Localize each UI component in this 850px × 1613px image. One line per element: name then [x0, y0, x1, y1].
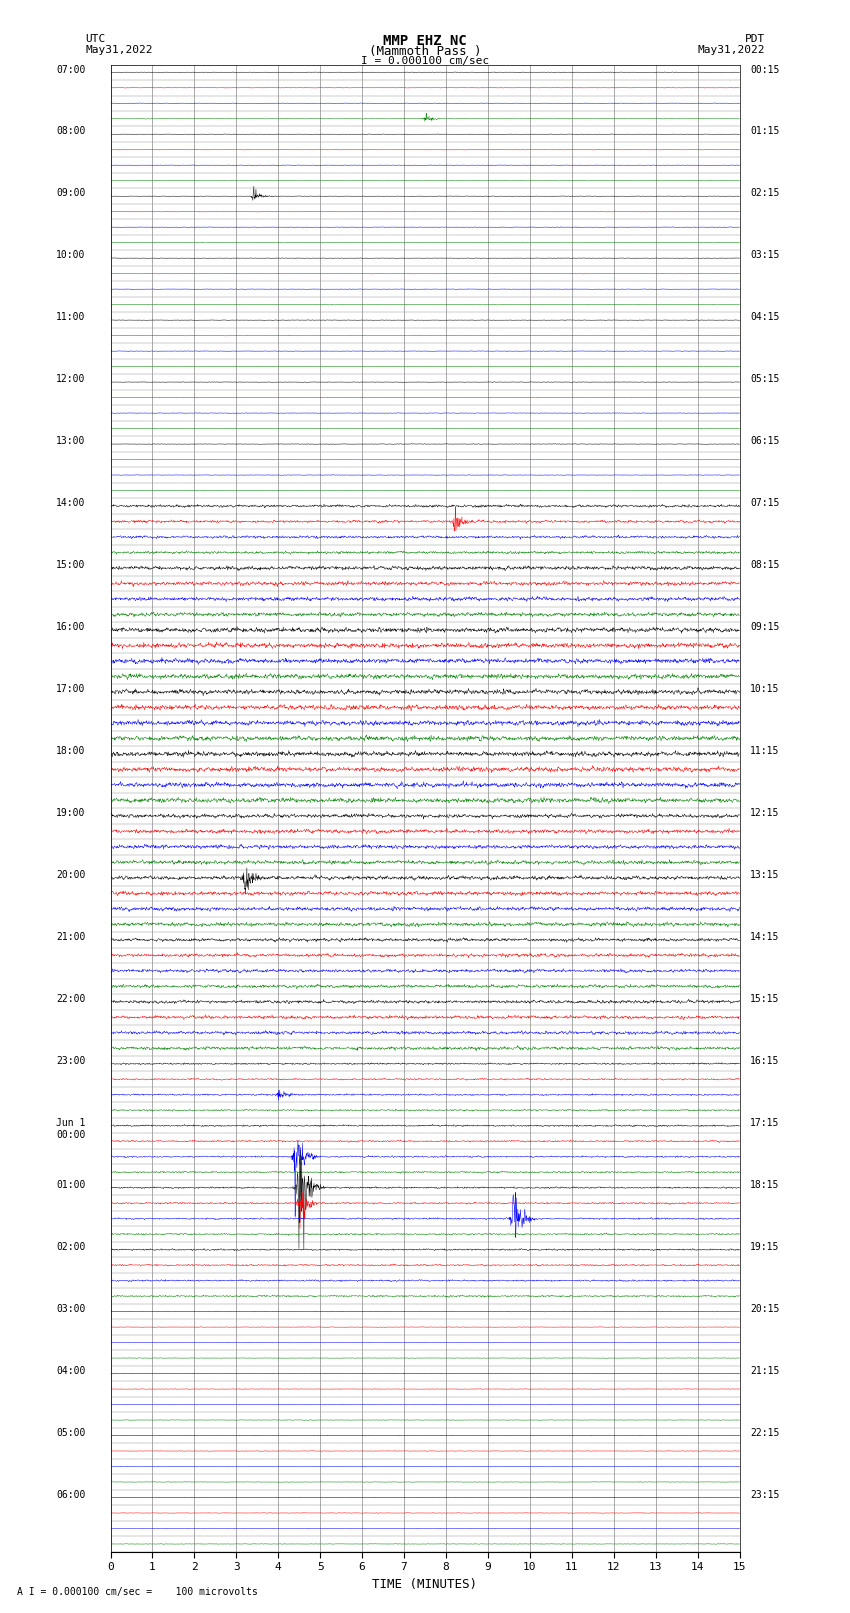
Text: 01:15: 01:15 [750, 126, 779, 137]
Text: 05:00: 05:00 [56, 1428, 85, 1437]
Text: 19:15: 19:15 [750, 1242, 779, 1252]
Text: 10:00: 10:00 [56, 250, 85, 260]
Text: 16:15: 16:15 [750, 1057, 779, 1066]
Text: 16:00: 16:00 [56, 623, 85, 632]
Text: Jun 1
00:00: Jun 1 00:00 [56, 1118, 85, 1139]
Text: 00:15: 00:15 [750, 65, 779, 74]
Text: 02:15: 02:15 [750, 189, 779, 198]
Text: 23:15: 23:15 [750, 1490, 779, 1500]
Text: 06:15: 06:15 [750, 436, 779, 447]
Text: 19:00: 19:00 [56, 808, 85, 818]
Text: I = 0.000100 cm/sec: I = 0.000100 cm/sec [361, 56, 489, 66]
Text: 20:00: 20:00 [56, 869, 85, 881]
Text: 22:00: 22:00 [56, 994, 85, 1003]
Text: May31,2022: May31,2022 [85, 45, 152, 55]
Text: 11:15: 11:15 [750, 747, 779, 756]
Text: 14:15: 14:15 [750, 932, 779, 942]
Text: 13:00: 13:00 [56, 436, 85, 447]
Text: 07:15: 07:15 [750, 498, 779, 508]
Text: 01:00: 01:00 [56, 1181, 85, 1190]
Text: 18:15: 18:15 [750, 1181, 779, 1190]
Text: 10:15: 10:15 [750, 684, 779, 694]
Text: 02:00: 02:00 [56, 1242, 85, 1252]
Text: 08:15: 08:15 [750, 560, 779, 571]
Text: 04:00: 04:00 [56, 1366, 85, 1376]
Text: 23:00: 23:00 [56, 1057, 85, 1066]
Text: 09:15: 09:15 [750, 623, 779, 632]
Text: May31,2022: May31,2022 [698, 45, 765, 55]
Text: 09:00: 09:00 [56, 189, 85, 198]
Text: A I = 0.000100 cm/sec =    100 microvolts: A I = 0.000100 cm/sec = 100 microvolts [17, 1587, 258, 1597]
Text: 06:00: 06:00 [56, 1490, 85, 1500]
Text: (Mammoth Pass ): (Mammoth Pass ) [369, 45, 481, 58]
Text: 05:15: 05:15 [750, 374, 779, 384]
Text: 03:00: 03:00 [56, 1303, 85, 1315]
Text: 18:00: 18:00 [56, 747, 85, 756]
Text: 15:00: 15:00 [56, 560, 85, 571]
Text: 08:00: 08:00 [56, 126, 85, 137]
Text: 21:00: 21:00 [56, 932, 85, 942]
Text: 13:15: 13:15 [750, 869, 779, 881]
Text: PDT: PDT [745, 34, 765, 44]
Text: 17:00: 17:00 [56, 684, 85, 694]
Text: MMP EHZ NC: MMP EHZ NC [383, 34, 467, 48]
Text: 22:15: 22:15 [750, 1428, 779, 1437]
Text: 11:00: 11:00 [56, 313, 85, 323]
Text: 14:00: 14:00 [56, 498, 85, 508]
Text: 12:15: 12:15 [750, 808, 779, 818]
Text: 04:15: 04:15 [750, 313, 779, 323]
Text: 21:15: 21:15 [750, 1366, 779, 1376]
Text: 12:00: 12:00 [56, 374, 85, 384]
Text: UTC: UTC [85, 34, 105, 44]
Text: 17:15: 17:15 [750, 1118, 779, 1127]
Text: 07:00: 07:00 [56, 65, 85, 74]
Text: 20:15: 20:15 [750, 1303, 779, 1315]
Text: 03:15: 03:15 [750, 250, 779, 260]
Text: 15:15: 15:15 [750, 994, 779, 1003]
X-axis label: TIME (MINUTES): TIME (MINUTES) [372, 1578, 478, 1590]
